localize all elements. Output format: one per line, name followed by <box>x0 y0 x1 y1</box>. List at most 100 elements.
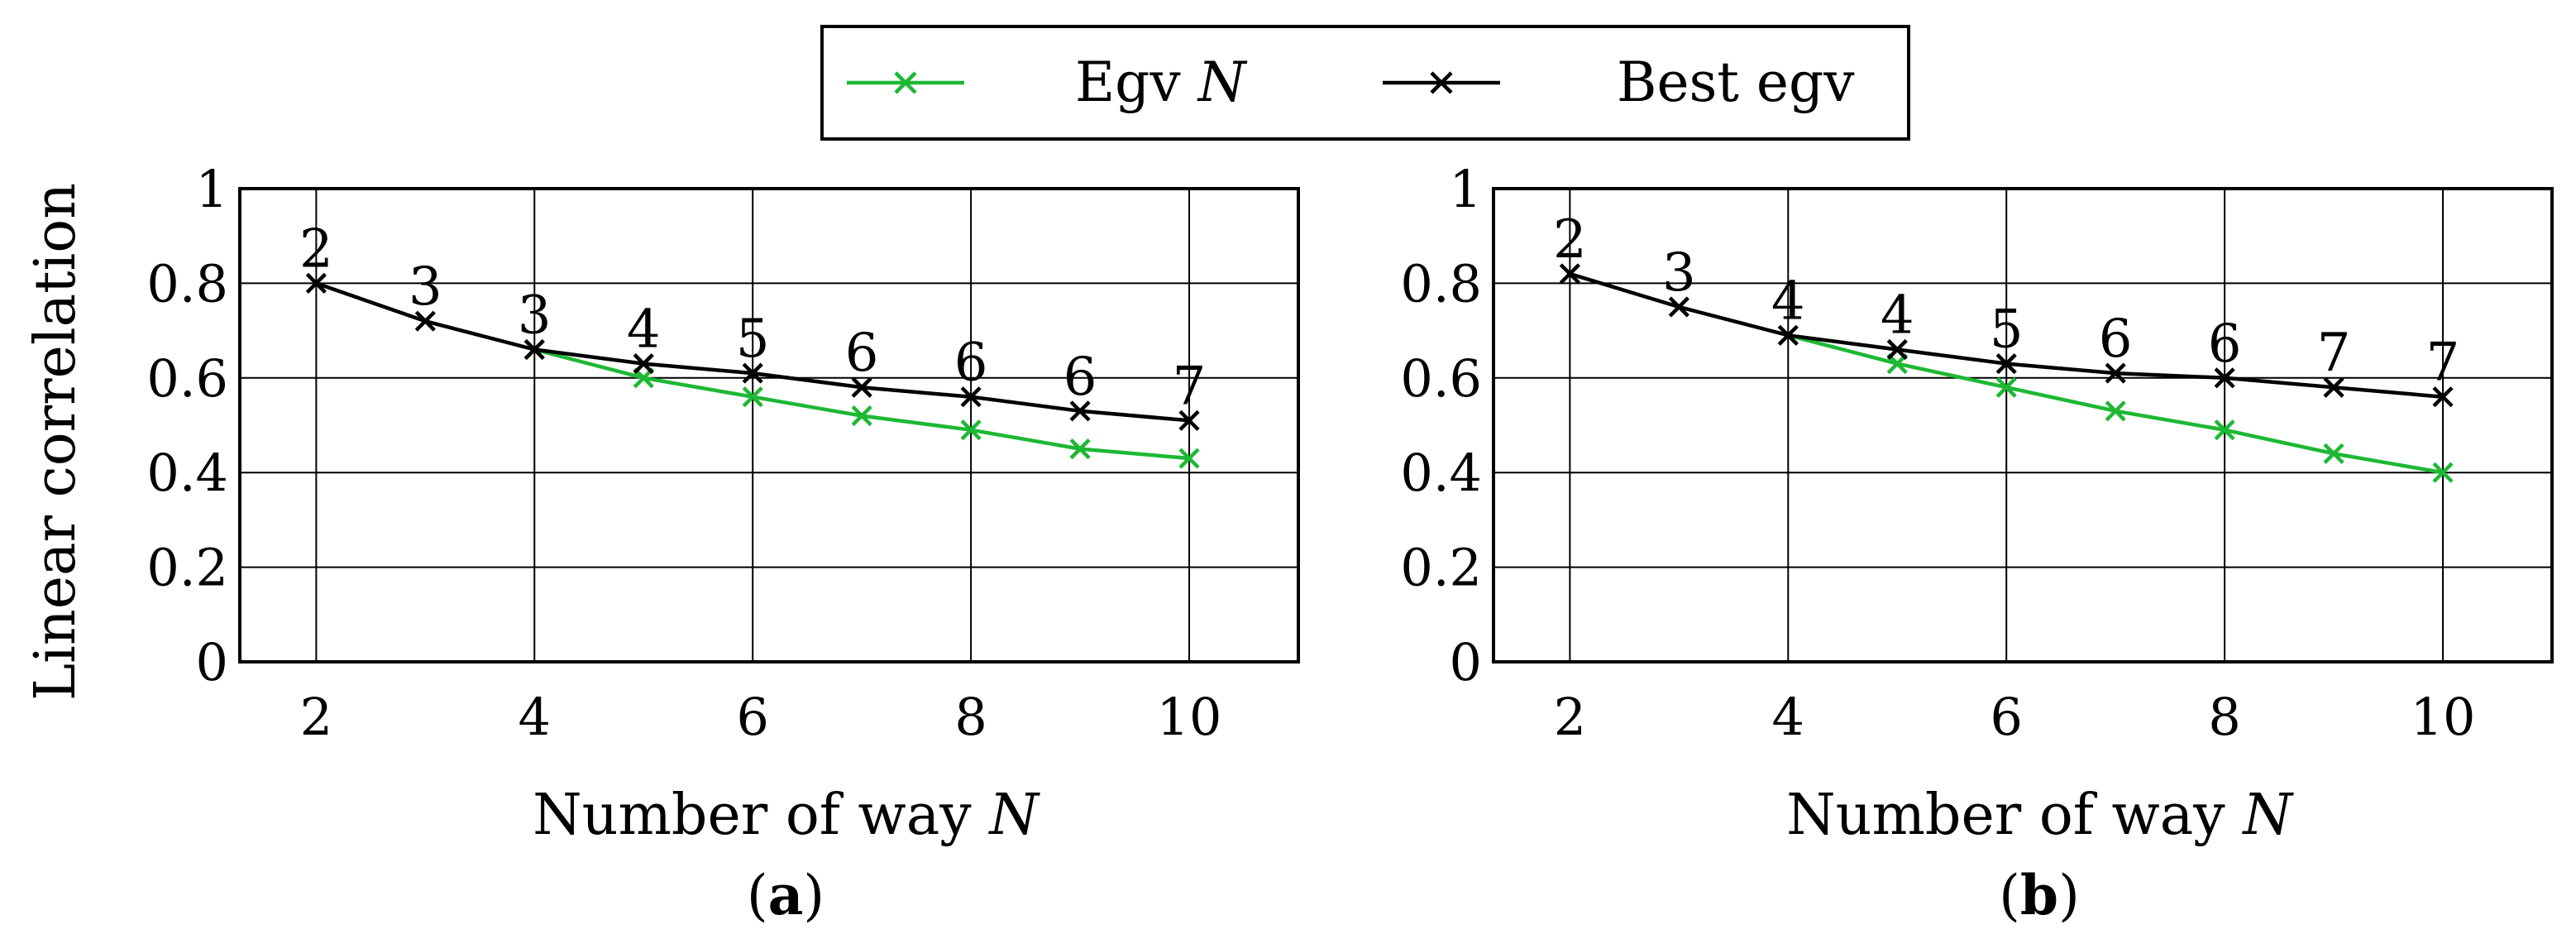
y-tick-label: 0 <box>196 632 228 692</box>
point-label: 5 <box>1990 299 2024 361</box>
marker-stroke <box>742 362 763 384</box>
legend-marker-egv-n <box>894 71 917 94</box>
panel-label-close: ) <box>2058 864 2080 927</box>
y-tick-label: 0.8 <box>1400 253 1482 314</box>
data-point-best-egv <box>2214 367 2235 389</box>
data-point-best-egv <box>523 338 545 361</box>
panel-label-open: ( <box>1999 864 2020 927</box>
marker-stroke <box>1069 438 1091 460</box>
marker-stroke <box>1886 338 1908 361</box>
x-axis-label: Number of way N <box>533 783 1040 848</box>
marker-stroke <box>2432 462 2454 483</box>
data-point-best-egv <box>1178 410 1200 431</box>
data-point-egv-n <box>2323 443 2344 464</box>
marker-stroke <box>851 376 872 398</box>
point-label: 6 <box>845 323 879 384</box>
marker-stroke <box>305 272 327 294</box>
point-label: 2 <box>299 218 333 280</box>
marker-stroke <box>2323 443 2344 464</box>
data-point-best-egv <box>1995 353 2017 375</box>
legend-label-egv-n: Egv N <box>1075 50 1248 114</box>
data-point-best-egv <box>960 386 982 408</box>
marker-stroke <box>1069 400 1091 422</box>
marker-stroke <box>1995 376 2017 398</box>
marker-stroke <box>633 353 654 375</box>
x-tick-label: 6 <box>736 687 768 747</box>
point-label: 7 <box>1173 356 1207 417</box>
point-label: 6 <box>2208 314 2242 375</box>
data-point-best-egv <box>633 353 654 375</box>
data-point-egv-n <box>1069 438 1091 460</box>
point-label: 4 <box>1881 285 1914 346</box>
data-point-best-egv <box>742 362 763 384</box>
data-point-best-egv <box>851 376 872 398</box>
x-axis-label-text: Number of way <box>533 783 989 848</box>
panel-label-open: ( <box>747 864 768 927</box>
plot-frame <box>1492 187 2554 664</box>
x-tick-label: 10 <box>1157 687 1222 747</box>
y-tick-label: 0 <box>1450 632 1482 692</box>
y-tick-label: 0.8 <box>146 253 228 314</box>
legend-label-egv-n-var: N <box>1197 50 1248 114</box>
point-label: 4 <box>1771 271 1805 332</box>
marker-stroke <box>1178 410 1200 431</box>
x-axis-label-var: N <box>2241 783 2294 848</box>
point-label: 3 <box>1662 242 1696 304</box>
panel-label-close: ) <box>803 864 824 927</box>
marker-stroke <box>960 419 982 441</box>
data-point-egv-n <box>2432 462 2454 483</box>
legend-label-best-egv: Best egv <box>1617 50 1855 114</box>
x-tick-label: 6 <box>1990 687 2022 747</box>
point-label: 7 <box>2426 333 2460 394</box>
marker-stroke <box>414 310 436 332</box>
panel-label: (b) <box>1999 863 2080 927</box>
x-tick-label: 2 <box>1554 687 1586 747</box>
data-point-egv-n <box>742 386 763 408</box>
marker-stroke <box>1559 263 1580 285</box>
y-tick-label: 0.2 <box>1400 538 1482 598</box>
data-point-best-egv <box>1886 338 1908 361</box>
panel-label: (a) <box>747 863 824 927</box>
legend-label-egv-n-text: Egv <box>1075 50 1198 114</box>
marker-stroke <box>2432 386 2454 408</box>
point-label: 4 <box>627 299 661 361</box>
data-point-best-egv <box>2432 386 2454 408</box>
x-tick-label: 8 <box>954 687 987 747</box>
x-tick-label: 4 <box>1772 687 1804 747</box>
y-tick-label: 0.2 <box>146 538 228 598</box>
point-label: 7 <box>2317 323 2351 384</box>
point-label: 5 <box>736 309 770 370</box>
y-tick-label: 0.4 <box>146 443 228 503</box>
panel-label-letter: a <box>768 863 804 927</box>
panel-a: 0 0.2 0.4 0.6 0.8 1 2 4 6 8 10 2 3 3 4 5 6 6 6 7 Number of w… <box>23 159 1300 927</box>
marker-stroke <box>960 386 982 408</box>
point-label: 3 <box>518 285 552 346</box>
marker-stroke <box>523 338 545 361</box>
marker-stroke <box>742 386 763 408</box>
point-label: 3 <box>409 256 442 318</box>
y-tick-label: 1 <box>196 159 228 219</box>
data-point-egv-n <box>960 419 982 441</box>
data-point-best-egv <box>1069 400 1091 422</box>
point-label: 6 <box>1063 347 1097 408</box>
data-point-egv-n <box>2214 419 2235 441</box>
marker-stroke <box>1995 353 2017 375</box>
marker-stroke <box>1777 324 1799 346</box>
data-point-best-egv <box>305 272 327 294</box>
marker-stroke <box>1668 296 1689 318</box>
panel-label-letter: b <box>2020 863 2058 927</box>
point-label: 6 <box>2099 309 2133 370</box>
marker-stroke <box>2214 419 2235 441</box>
x-axis-label-var: N <box>987 783 1040 848</box>
marker-stroke <box>2323 376 2344 398</box>
legend-frame <box>820 25 1910 141</box>
data-point-best-egv <box>414 310 436 332</box>
point-label: 6 <box>954 333 988 394</box>
data-point-best-egv <box>1668 296 1689 318</box>
marker-stroke <box>2105 362 2126 384</box>
data-point-egv-n <box>851 405 872 427</box>
x-axis-label-text: Number of way <box>1786 783 2243 848</box>
x-tick-label: 10 <box>2411 687 2476 747</box>
data-point-egv-n <box>2105 400 2126 422</box>
